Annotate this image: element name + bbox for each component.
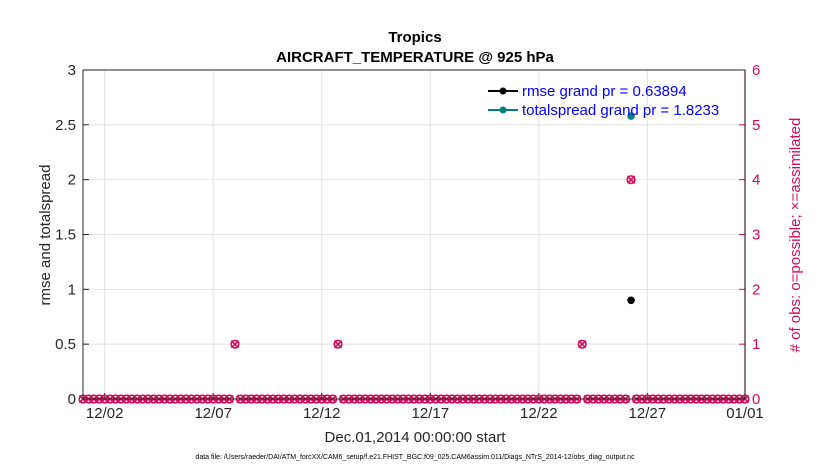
x-axis-label: Dec.01,2014 00:00:00 start xyxy=(325,429,507,446)
y-axis-label: rmse and totalspread xyxy=(37,165,54,306)
obs-assimilated-point xyxy=(230,340,240,349)
chart-subtitle: AIRCRAFT_TEMPERATURE @ 925 hPa xyxy=(276,49,554,66)
y-right-tick-label: 0 xyxy=(752,391,760,408)
legend-spread-label: totalspread grand pr = 1.8233 xyxy=(522,102,719,119)
obs-assimilated-point xyxy=(578,340,587,349)
y-right-tick-label: 3 xyxy=(752,227,760,244)
data-file-footer: data file: /Users/raeder/DAI/ATM_forcXX/… xyxy=(195,454,635,461)
chart-title: Tropics xyxy=(388,29,441,46)
plot-area-frame xyxy=(82,69,746,400)
obs-possible-point xyxy=(333,339,343,349)
obs-assimilated-point xyxy=(333,340,343,349)
y-tick-label: 0 xyxy=(68,391,76,408)
obs-assimilated-point xyxy=(626,175,636,184)
obs-possible-point xyxy=(577,339,587,349)
y-right-axis-label: # of obs: o=possible; ×=assimilated xyxy=(787,118,804,353)
x-tick-label: 12/27 xyxy=(629,405,667,422)
y-right-tick-label: 1 xyxy=(752,336,760,353)
y-tick-label: 1 xyxy=(68,281,76,298)
x-tick-label: 01/01 xyxy=(726,405,764,422)
totalspread-point xyxy=(627,112,635,120)
y-right-tick-label: 5 xyxy=(752,117,760,134)
y-tick-label: 2 xyxy=(68,172,76,189)
legend-spread-marker xyxy=(499,106,507,114)
y-tick-label: 0.5 xyxy=(55,336,76,353)
y-tick-label: 3 xyxy=(68,62,76,79)
legend: rmse grand pr = 0.63894 totalspread gran… xyxy=(488,83,719,119)
data-points xyxy=(78,112,750,404)
y-tick-label: 1.5 xyxy=(55,227,76,244)
legend-rmse-marker xyxy=(499,87,507,95)
grid-lines xyxy=(83,70,746,399)
x-tick-label: 12/12 xyxy=(303,405,341,422)
y-right-tick-label: 4 xyxy=(752,172,760,189)
x-tick-label: 12/22 xyxy=(520,405,558,422)
y-axis-ticks: 0 0.5 1 1.5 2 2.5 3 xyxy=(55,62,89,408)
obs-possible-point xyxy=(230,339,240,349)
y-right-tick-label: 6 xyxy=(752,62,760,79)
obs-possible-point xyxy=(626,175,636,185)
legend-rmse-label: rmse grand pr = 0.63894 xyxy=(522,83,687,100)
y-tick-label: 2.5 xyxy=(55,117,76,134)
x-tick-label: 12/07 xyxy=(194,405,232,422)
x-tick-label: 12/17 xyxy=(412,405,450,422)
x-tick-label: 12/02 xyxy=(86,405,124,422)
y-right-axis-ticks: 0 1 2 3 4 5 6 xyxy=(739,62,760,408)
y-right-tick-label: 2 xyxy=(752,281,760,298)
rmse-point xyxy=(627,296,635,305)
